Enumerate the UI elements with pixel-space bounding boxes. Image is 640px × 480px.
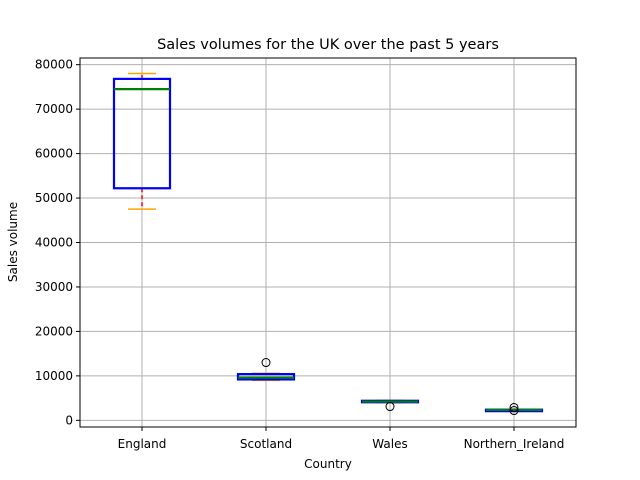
grid-lines (80, 58, 576, 427)
box-northern-ireland (484, 402, 544, 416)
box-england (112, 72, 172, 210)
axis-ticks: 0 10000 20000 30000 40000 50000 60000 70000 8000… (35, 58, 565, 451)
y-tick-label: 60000 (35, 147, 73, 161)
y-tick-label: 0 (65, 413, 73, 427)
y-tick-label: 70000 (35, 102, 73, 116)
y-tick-label: 20000 (35, 324, 73, 338)
y-tick-label: 50000 (35, 191, 73, 205)
box-scotland (236, 358, 296, 382)
chart-title: Sales volumes for the UK over the past 5… (157, 37, 499, 53)
y-axis-label: Sales volume (6, 202, 20, 282)
x-axis-label: Country (304, 457, 352, 471)
y-tick-label: 80000 (35, 58, 73, 72)
x-tick-label: England (118, 437, 167, 451)
outlier-point (261, 358, 271, 368)
y-tick-label: 10000 (35, 369, 73, 383)
outlier-point (509, 402, 519, 412)
outlier-point (509, 406, 519, 416)
iqr-box (112, 77, 172, 190)
box-wales (360, 399, 420, 412)
y-tick-label: 30000 (35, 280, 73, 294)
boxes (112, 72, 544, 416)
x-tick-label: Wales (372, 437, 407, 451)
y-tick-label: 40000 (35, 236, 73, 250)
outlier-point (385, 402, 395, 412)
x-tick-label: Scotland (240, 437, 292, 451)
x-tick-label: Northern_Ireland (464, 437, 565, 451)
